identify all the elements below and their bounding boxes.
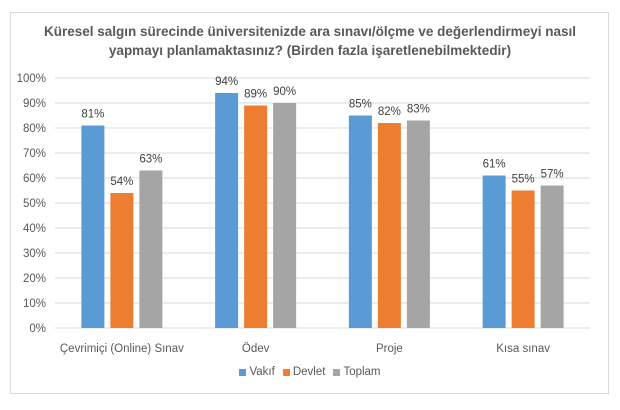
bar-vakf-1 <box>215 93 239 328</box>
legend-label: Toplam <box>343 366 381 378</box>
y-tick-label: 50% <box>23 198 46 210</box>
legend-label: Devlet <box>292 366 326 378</box>
bar-devlet-2 <box>377 123 401 328</box>
bar-devlet-3 <box>511 190 535 328</box>
legend-item: Vakıf <box>239 366 275 378</box>
legend-swatch <box>239 368 247 376</box>
bar-devlet-1 <box>244 105 268 328</box>
y-tick-label: 20% <box>23 273 46 285</box>
y-tick-label: 10% <box>23 298 46 310</box>
bar-devlet-0 <box>110 193 134 328</box>
bar-vakf-2 <box>348 115 372 328</box>
y-tick-label: 0% <box>29 323 46 335</box>
chart-title: Küresel salgın sürecinde üniversitenizde… <box>10 22 610 60</box>
legend-swatch <box>333 368 341 376</box>
x-tick-label: Proje <box>376 343 403 355</box>
chart-title-line-1: Küresel salgın sürecinde üniversitenizde… <box>44 24 576 39</box>
bar-toplam-2 <box>406 120 430 328</box>
legend-item: Devlet <box>282 366 326 378</box>
y-tick-label: 80% <box>23 123 46 135</box>
data-label: 89% <box>244 89 267 101</box>
bar-toplam-3 <box>540 185 564 328</box>
data-label: 57% <box>541 169 564 181</box>
x-tick-label: Çevrimiçi (Online) Sınav <box>60 343 184 355</box>
data-label: 85% <box>349 99 372 111</box>
data-label: 81% <box>81 109 104 121</box>
legend-label: Vakıf <box>249 366 275 378</box>
chart-title-line-2: yapmayı planlamaktasınız? (Birden fazla … <box>108 43 512 58</box>
data-label: 54% <box>110 176 133 188</box>
bar-toplam-1 <box>273 103 297 328</box>
data-label: 55% <box>512 174 535 186</box>
x-tick-label: Kısa sınav <box>496 343 550 355</box>
y-tick-label: 100% <box>17 73 46 85</box>
data-label: 63% <box>139 154 162 166</box>
y-tick-label: 90% <box>23 98 46 110</box>
y-tick-label: 70% <box>23 148 46 160</box>
data-label: 83% <box>407 104 430 116</box>
legend-swatch <box>282 368 290 376</box>
data-label: 90% <box>273 86 296 98</box>
y-tick-label: 60% <box>23 173 46 185</box>
data-label: 82% <box>378 106 401 118</box>
bar-vakf-3 <box>482 175 506 328</box>
y-tick-label: 40% <box>23 223 46 235</box>
bar-vakf-0 <box>81 125 105 328</box>
data-label: 94% <box>215 76 238 88</box>
data-label: 61% <box>483 159 506 171</box>
y-tick-label: 30% <box>23 248 46 260</box>
legend: Vakıf Devlet Toplam <box>0 366 620 379</box>
x-tick-label: Ödev <box>242 343 270 355</box>
bar-toplam-0 <box>139 170 163 328</box>
legend-item: Toplam <box>333 366 381 378</box>
